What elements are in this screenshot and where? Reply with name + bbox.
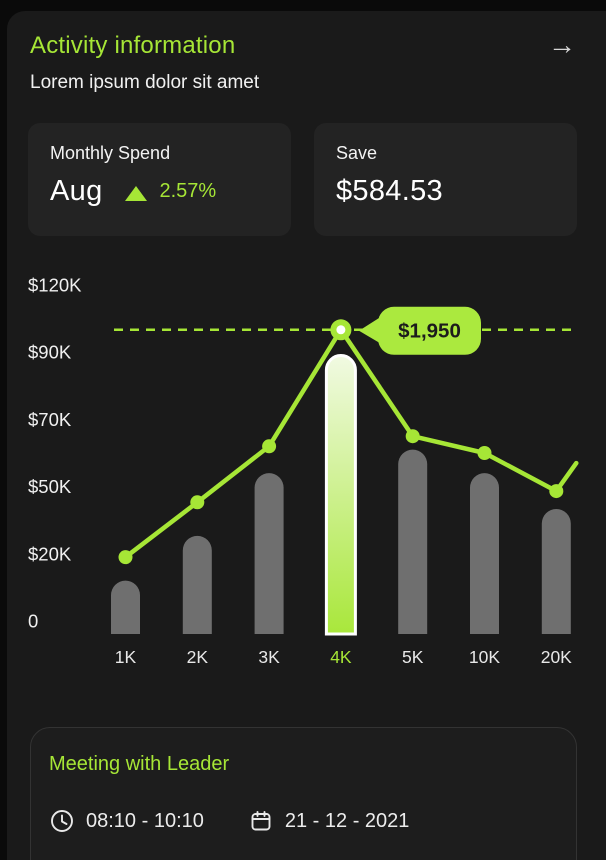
monthly-spend-value-row: Aug 2.57% [50,175,269,208]
spend-line [123,327,579,560]
x-axis-label-1K[interactable]: 1K [115,647,137,667]
meeting-date: 21 - 12 - 2021 [248,808,410,834]
y-axis-label: 0 [28,611,38,632]
trend-up-icon [124,185,147,201]
y-axis-label: $90K [28,342,72,363]
meeting-title: Meeting with Leader [49,753,230,775]
monthly-spend-card: Monthly Spend Aug 2.57% [28,123,291,236]
stats-row: Monthly Spend Aug 2.57% Save $584.53 [28,123,577,236]
monthly-spend-label: Monthly Spend [50,143,171,163]
save-label: Save [336,143,378,163]
page-subtitle: Lorem ipsum dolor sit amet [30,72,260,93]
tooltip-value: $1,950 [398,319,461,342]
x-axis-label-10K[interactable]: 10K [469,647,500,667]
save-card: Save $584.53 [314,123,577,236]
x-axis-label-5K[interactable]: 5K [402,647,424,667]
chart-tooltip: $1,950 [359,306,481,355]
monthly-spend-value: Aug [50,175,103,207]
calendar-icon [251,811,271,831]
bar-3K[interactable] [254,473,284,634]
clock-icon [51,810,73,832]
point-marker-10K[interactable] [477,446,492,460]
bar-2K[interactable] [182,535,212,634]
bar-5K[interactable] [398,449,428,634]
x-axis-label-20K[interactable]: 20K [541,647,572,667]
point-marker-20K[interactable] [549,484,564,499]
y-axis-label: $50K [28,476,72,497]
y-axis-label: $120K [28,275,82,296]
point-marker-5K[interactable] [405,429,420,444]
y-axis-label: $70K [28,409,72,430]
arrow-right-icon: → [548,29,576,60]
point-marker-2K[interactable] [190,495,205,510]
meeting-details-row: 08:10 - 10:10 21 - 12 - 2021 [49,808,558,834]
meeting-date-text: 21 - 12 - 2021 [284,809,410,832]
peak-point-center [336,325,346,335]
meeting-time-text: 08:10 - 10:10 [86,809,204,832]
x-axis-label-3K[interactable]: 3K [258,647,280,667]
page-title: Activity information [30,32,236,59]
bar-20K[interactable] [541,509,571,634]
point-marker-1K[interactable] [118,550,133,565]
meeting-time: 08:10 - 10:10 [49,808,204,834]
trend-percentage: 2.57% [159,180,217,202]
x-axis-label-2K[interactable]: 2K [187,647,209,667]
y-axis-label: $20K [28,543,72,564]
save-value-row: $584.53 [336,175,555,208]
bar-4K[interactable] [324,354,357,636]
save-value: $584.53 [336,175,443,207]
activity-chart: $120K $90K $70K $50K $20K 0 $1,950 1K 2K 3K 4K 5K 10… [28,275,579,667]
bar-1K[interactable] [111,580,140,634]
x-axis-label-4K[interactable]: 4K [330,647,352,667]
bar-10K[interactable] [470,473,499,634]
meeting-card[interactable]: Meeting with Leader 08:10 - 10:10 21 - 1… [30,727,577,860]
point-marker-3K[interactable] [262,439,277,454]
activity-screen: Activity information → Lorem ipsum dolor… [7,11,606,860]
forward-arrow-button[interactable]: → [546,29,578,61]
